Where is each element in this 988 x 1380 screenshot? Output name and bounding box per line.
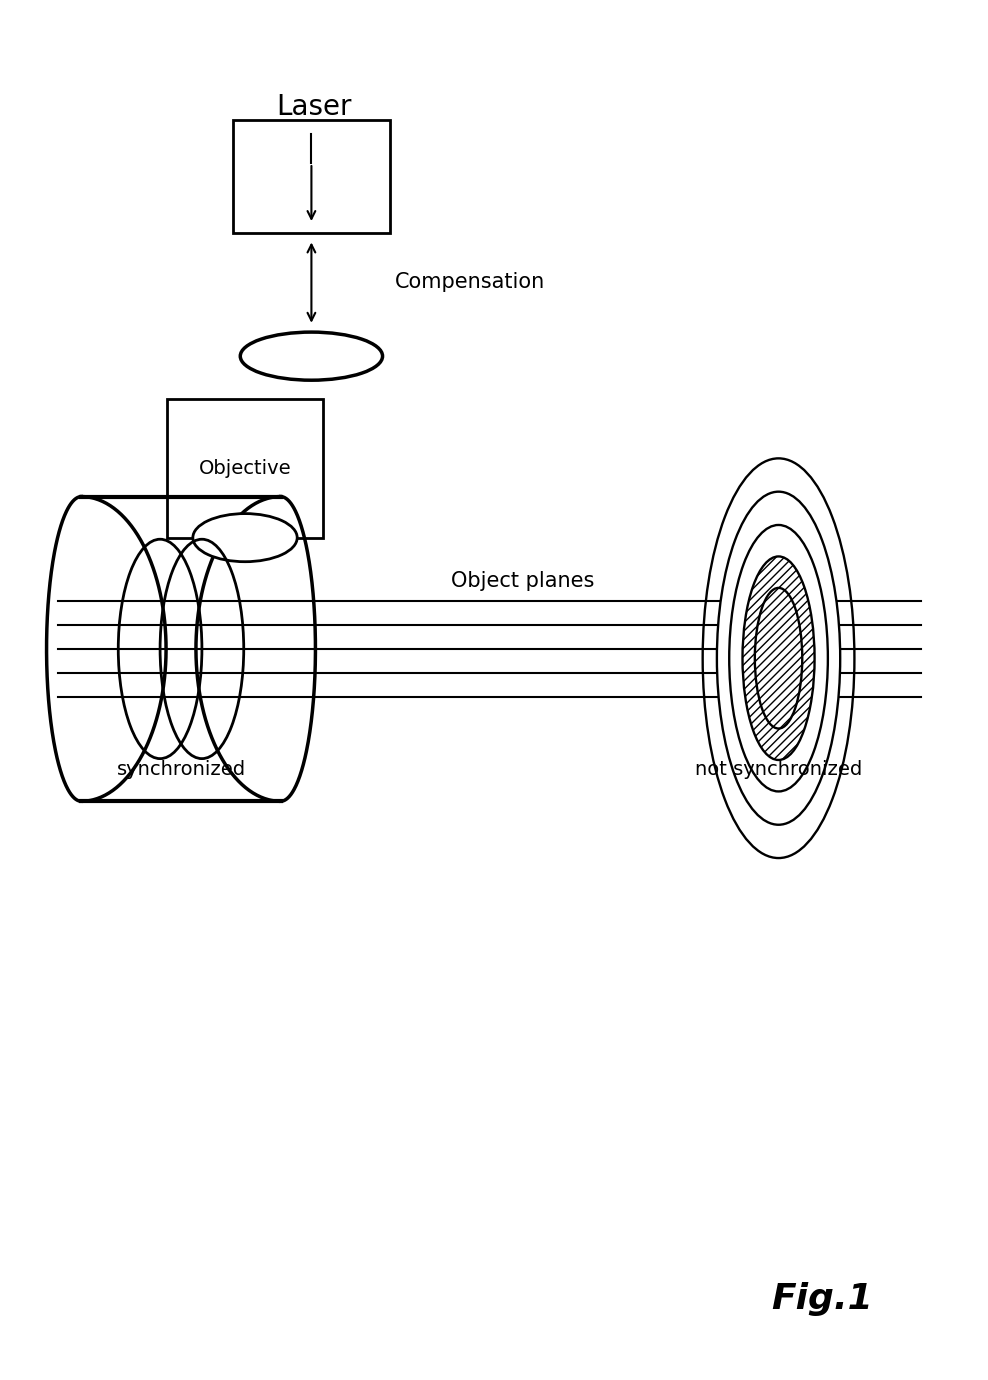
Ellipse shape [702, 458, 855, 858]
Text: Objective: Objective [199, 458, 291, 477]
Text: Fig.1: Fig.1 [772, 1282, 873, 1317]
Bar [167, 399, 323, 538]
Text: Compensation: Compensation [394, 272, 544, 293]
Ellipse shape [193, 513, 297, 562]
Text: not synchronized: not synchronized [695, 760, 863, 778]
Ellipse shape [717, 491, 840, 825]
Ellipse shape [729, 524, 828, 792]
Bar [233, 120, 389, 233]
Ellipse shape [755, 588, 802, 729]
Text: synchronized: synchronized [117, 760, 246, 778]
Text: Object planes: Object planes [451, 571, 594, 592]
Ellipse shape [240, 333, 382, 381]
Text: Laser: Laser [276, 92, 352, 121]
Ellipse shape [743, 556, 814, 760]
